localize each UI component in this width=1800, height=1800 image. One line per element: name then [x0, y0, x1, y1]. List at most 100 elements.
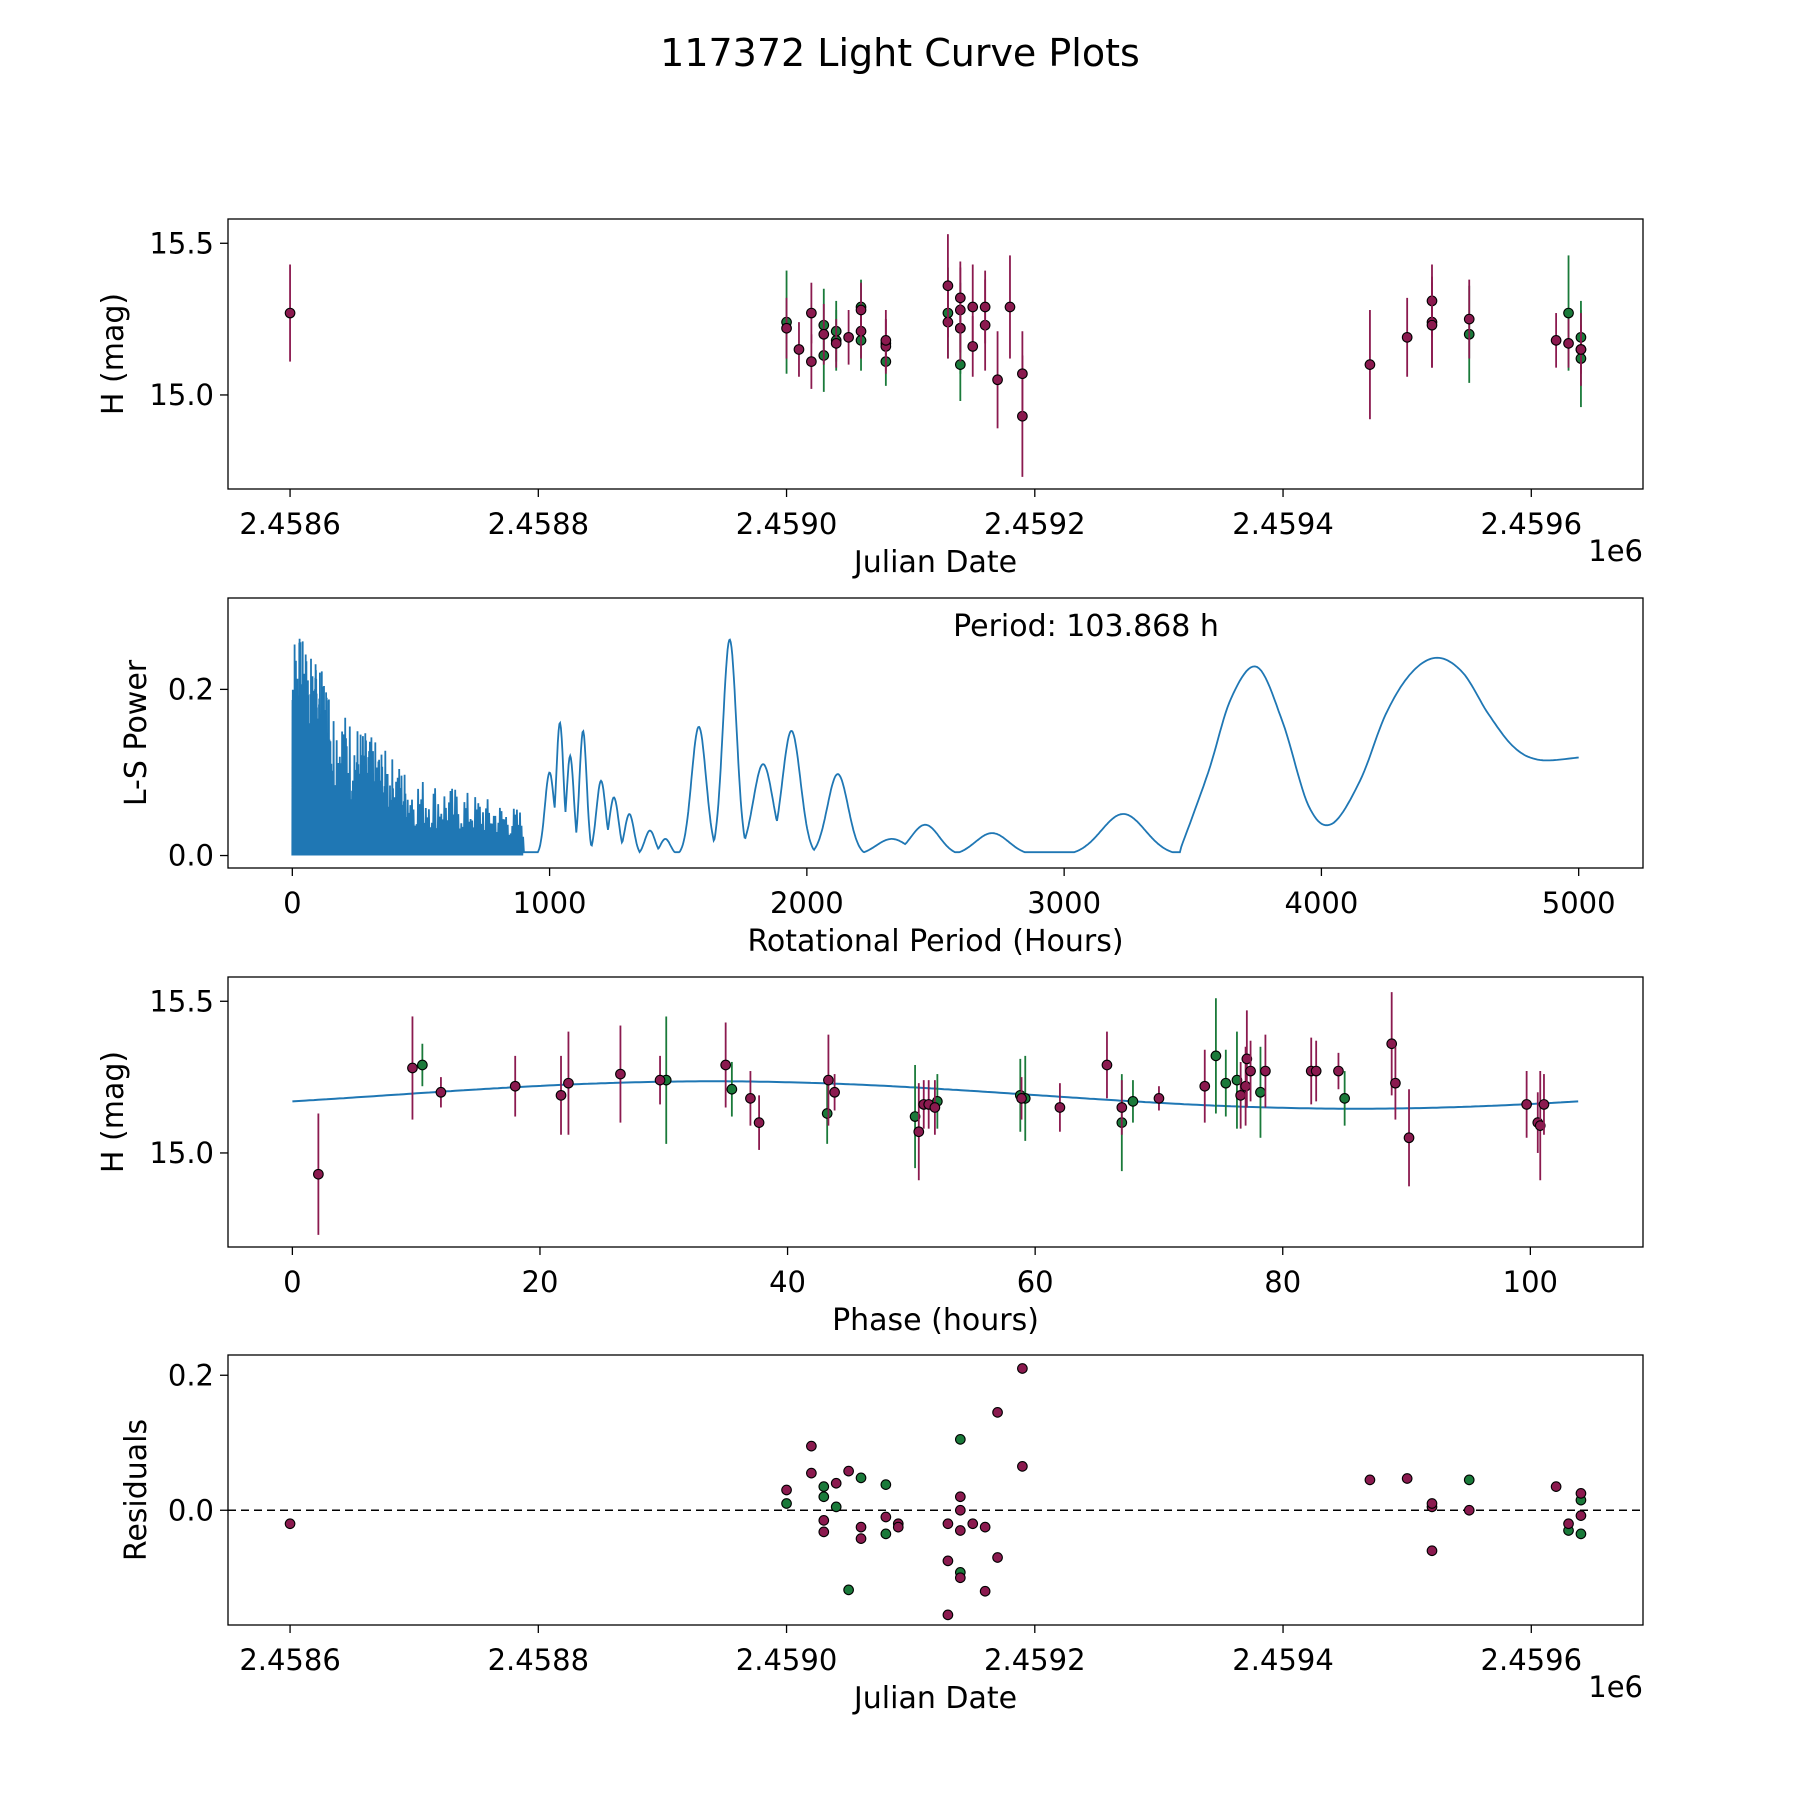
maroon-data-point: [1235, 1089, 1247, 1101]
maroon-data-point: [942, 1555, 954, 1567]
maroon-data-point: [942, 1609, 954, 1621]
maroon-data-point: [1017, 1363, 1028, 1374]
x-tick-label: 2.4588: [488, 507, 589, 541]
maroon-data-point: [954, 1525, 966, 1536]
maroon-data-point: [1550, 1481, 1562, 1492]
maroon-data-point: [1240, 1080, 1251, 1092]
maroon-data-point: [806, 1440, 817, 1452]
maroon-data-point: [806, 1467, 817, 1479]
maroon-data-point: [720, 1059, 732, 1071]
period-annotation: Period: 103.868 h: [953, 609, 1219, 644]
green-data-point: [1563, 307, 1574, 319]
x-tick-label: 2.4594: [1232, 1643, 1333, 1677]
y-axis-label: L-S Power: [119, 659, 154, 806]
maroon-data-point: [942, 1518, 954, 1530]
maroon-data-point: [1426, 1545, 1438, 1557]
x-tick-label: 3000: [1027, 886, 1101, 920]
maroon-data-point: [654, 1074, 666, 1086]
y-tick-label: 15.5: [149, 226, 214, 260]
green-data-point: [726, 1083, 738, 1095]
green-data-point: [1575, 1528, 1587, 1540]
x-offset-label: 1e6: [1588, 534, 1643, 568]
maroon-data-point: [1017, 368, 1028, 380]
residuals-panel: 2.4586 2.4588 2.4590 2.4592 2.4594 2.4596 0.0 0…: [119, 1354, 1644, 1716]
x-tick-label: 40: [769, 1265, 806, 1299]
maroon-data-point: [823, 1074, 834, 1086]
y-tick-label: 15.0: [149, 1136, 214, 1170]
maroon-data-point: [1463, 1504, 1475, 1516]
green-data-point: [781, 1498, 792, 1509]
maroon-data-point: [880, 1511, 892, 1523]
maroon-data-point: [1401, 1473, 1413, 1484]
green-data-point: [855, 1472, 867, 1484]
maroon-data-point: [1017, 1461, 1028, 1472]
maroon-data-point: [284, 1518, 296, 1530]
maroon-data-point: [781, 1484, 792, 1496]
maroon-data-point: [954, 1504, 966, 1516]
y-tick-label: 0.2: [168, 672, 214, 706]
x-tick-label: 1000: [513, 886, 587, 920]
x-tick-label: 2.4596: [1481, 1643, 1582, 1677]
y-tick-label: 0.2: [168, 1358, 214, 1392]
maroon-data-point: [1426, 319, 1438, 331]
green-data-point: [1463, 1474, 1475, 1486]
figure-title: 117372 Light Curve Plots: [660, 31, 1140, 75]
green-data-point: [821, 1108, 833, 1119]
maroon-data-point: [1426, 1498, 1438, 1509]
maroon-data-point: [407, 1062, 418, 1074]
x-tick-label: 80: [1264, 1265, 1301, 1299]
y-tick-label: 0.0: [168, 1493, 214, 1527]
maroon-data-point: [855, 1533, 867, 1544]
maroon-data-point: [829, 1086, 840, 1098]
maroon-data-point: [1241, 1053, 1253, 1065]
y-axis-label: H (mag): [96, 1051, 131, 1173]
maroon-data-point: [954, 1491, 966, 1503]
maroon-data-point: [979, 1521, 991, 1533]
maroon-data-point: [509, 1080, 521, 1092]
y-axis-label: Residuals: [119, 1419, 154, 1561]
phased-panel: 0 20 40 60 80 100 15.0 15.5 Phase (hours) H (mag): [96, 976, 1644, 1338]
green-data-point: [1339, 1092, 1350, 1104]
maroon-data-point: [806, 307, 817, 319]
green-data-point: [1210, 1050, 1222, 1062]
green-data-point: [909, 1111, 921, 1122]
maroon-data-point: [855, 304, 867, 316]
green-data-point: [843, 1584, 854, 1596]
maroon-data-point: [992, 374, 1003, 386]
maroon-data-point: [1004, 301, 1016, 313]
maroon-data-point: [1550, 334, 1562, 346]
lightcurve-panel: 2.4586 2.4588 2.4590 2.4592 2.4594 2.4596 15.0…: [96, 218, 1644, 580]
x-tick-label: 2.4592: [984, 1643, 1085, 1677]
maroon-data-point: [1199, 1080, 1211, 1092]
maroon-data-point: [563, 1077, 574, 1089]
x-tick-label: 4000: [1285, 886, 1359, 920]
maroon-data-point: [1463, 313, 1475, 325]
x-axis-label: Julian Date: [852, 1681, 1017, 1716]
x-axis-label: Phase (hours): [832, 1303, 1039, 1338]
maroon-data-point: [753, 1117, 765, 1128]
x-tick-label: 2.4590: [736, 507, 837, 541]
x-tick-label: 20: [522, 1265, 559, 1299]
green-data-point: [1255, 1086, 1266, 1098]
maroon-data-point: [818, 1526, 830, 1538]
maroon-data-point: [1260, 1065, 1271, 1077]
maroon-data-point: [967, 341, 979, 352]
green-data-point: [1127, 1096, 1139, 1107]
y-tick-label: 0.0: [168, 839, 214, 873]
maroon-data-point: [992, 1552, 1003, 1563]
maroon-data-point: [1538, 1099, 1550, 1110]
maroon-data-point: [954, 292, 966, 304]
maroon-data-point: [1245, 1065, 1256, 1077]
maroon-data-point: [954, 1572, 966, 1584]
maroon-data-point: [880, 334, 892, 346]
axes-frame: [227, 976, 1644, 1248]
maroon-data-point: [1390, 1077, 1401, 1089]
maroon-data-point: [1054, 1102, 1066, 1113]
maroon-data-point: [1333, 1065, 1344, 1077]
maroon-data-point: [967, 1518, 979, 1530]
maroon-data-point: [1575, 1510, 1587, 1521]
x-tick-label: 2.4586: [239, 507, 340, 541]
maroon-data-point: [745, 1092, 756, 1104]
